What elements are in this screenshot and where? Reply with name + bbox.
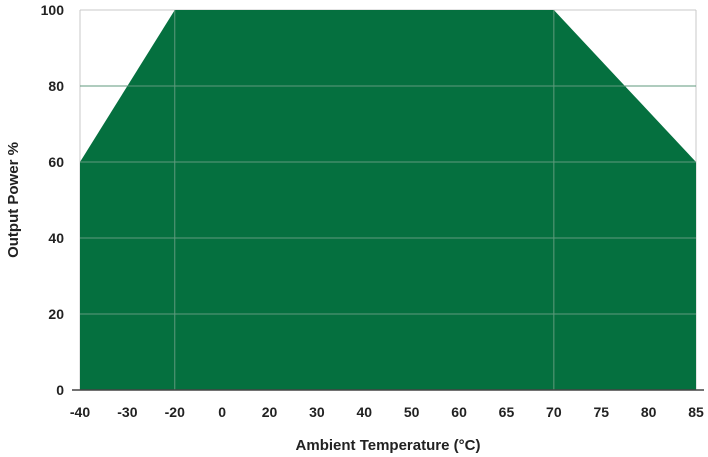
y-tick-labels: 0 20 40 60 80 100 [41,2,65,398]
y-tick-label-0: 0 [56,382,64,398]
x-axis-title: Ambient Temperature (°C) [296,437,481,454]
y-tick-label-20: 20 [48,306,64,322]
x-tick-label-30: 30 [309,404,325,420]
x-tick-label-85: 85 [688,404,704,420]
x-tick-label-65: 65 [499,404,515,420]
y-tick-label-100: 100 [41,2,65,18]
y-tick-label-40: 40 [48,230,64,246]
x-tick-label-75: 75 [593,404,609,420]
x-tick-label-40: 40 [357,404,373,420]
x-tick-label--40: -40 [70,404,90,420]
x-tick-label-80: 80 [641,404,657,420]
x-tick-label--20: -20 [165,404,185,420]
x-tick-label-0: 0 [218,404,226,420]
y-axis-title: Output Power % [5,142,22,258]
x-tick-label-60: 60 [451,404,467,420]
x-tick-label--30: -30 [117,404,137,420]
grid-lines-over-area [80,10,696,390]
x-tick-label-70: 70 [546,404,562,420]
x-tick-label-20: 20 [262,404,278,420]
y-tick-label-60: 60 [48,154,64,170]
output-power-area [80,10,696,390]
y-tick-label-80: 80 [48,78,64,94]
x-tick-label-50: 50 [404,404,420,420]
x-tick-labels: -40 -30 -20 0 20 30 40 50 60 65 70 75 80 85 [70,404,704,420]
